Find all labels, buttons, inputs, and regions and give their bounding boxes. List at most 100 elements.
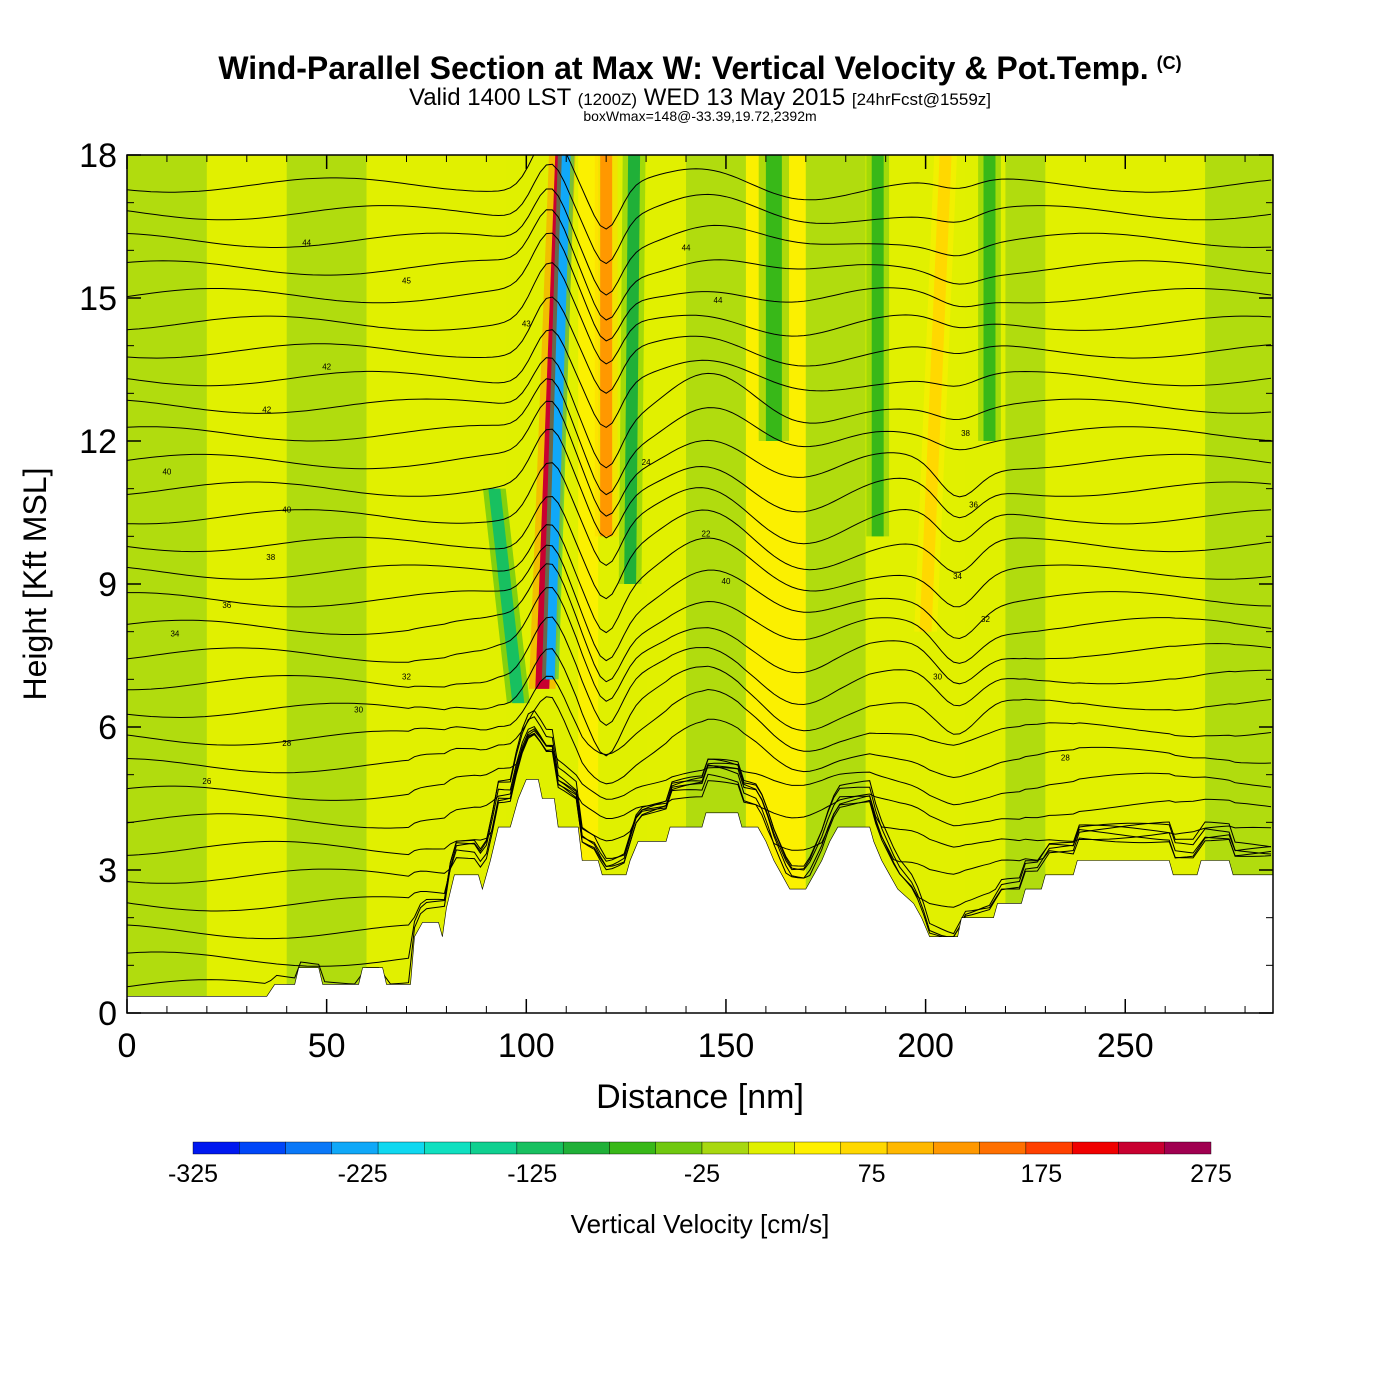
theta-contour-line: [127, 188, 1272, 296]
x-tick-label: 0: [118, 1027, 137, 1065]
contour-label: 30: [933, 672, 942, 681]
theta-contour-line: [127, 696, 1272, 785]
theta-contour-line: [127, 155, 1272, 230]
colorbar-swatch: [701, 1141, 749, 1155]
theta-contour-line: [127, 400, 1272, 517]
contour-label: 34: [170, 629, 179, 638]
colorbar-swatch: [424, 1141, 471, 1155]
chart-title: Wind-Parallel Section at Max W: Vertical…: [218, 50, 1182, 86]
theta-contour-line: [127, 163, 1272, 265]
colorbar-swatch: [1025, 1141, 1073, 1155]
colorbar-swatch: [655, 1141, 703, 1155]
colorbar-tick-label: -25: [684, 1160, 720, 1188]
contour-label: 28: [282, 739, 291, 748]
colorbar-label: Vertical Velocity [cm/s]: [571, 1209, 830, 1239]
terrain-mask: [127, 779, 1273, 1013]
field-feature-downdraft: [765, 155, 782, 441]
field-feature-updraft: [600, 155, 613, 537]
contour-label: 42: [322, 363, 331, 372]
y-tick-label: 0: [98, 995, 117, 1033]
contour-label: 38: [961, 429, 970, 438]
field-band: [206, 155, 287, 1013]
colorbar-swatch: [1164, 1141, 1212, 1155]
theta-contour-line: [127, 733, 1272, 912]
contour-label: 44: [714, 296, 723, 305]
contour-label: 38: [266, 553, 275, 562]
field-feature-downdraft: [871, 155, 884, 537]
colorbar: -325 -225 -125 -25 75 175 275 Vertical Velocity…: [168, 1141, 1232, 1239]
theta-contour-line: [127, 524, 1272, 634]
contour-label: 43: [522, 320, 531, 329]
colorbar-swatch: [748, 1141, 795, 1155]
theta-contour-line: [127, 232, 1272, 342]
x-axis-label: Distance [nm]: [596, 1078, 804, 1116]
field-band: [1005, 155, 1046, 1013]
colorbar-swatch: [840, 1141, 888, 1155]
field-feature-downdraft: [488, 488, 525, 704]
colorbar-tick-label: -225: [338, 1160, 388, 1188]
chart-subtitle: Valid 1400 LST (1200Z) WED 13 May 2015 […: [408, 84, 992, 111]
field-feature-downdraft: [983, 155, 996, 441]
y-tick-label: 15: [79, 280, 117, 318]
theta-contour-line: [127, 728, 1272, 829]
theta-contour-line: [127, 716, 1272, 967]
contour-label: 24: [642, 458, 651, 467]
colorbar-tick-label: -125: [507, 1160, 557, 1188]
y-tick-label: 9: [98, 566, 117, 604]
colorbar-swatch: [933, 1141, 980, 1155]
theta-contour-line: [127, 675, 1272, 756]
theta-contour-line: [127, 586, 1272, 702]
colorbar-swatch: [516, 1141, 564, 1155]
colorbar-swatch: [794, 1141, 842, 1155]
colorbar-swatch: [331, 1141, 379, 1155]
theta-contour-line: [127, 462, 1272, 567]
contour-label: 45: [402, 277, 411, 286]
contour-label: 34: [953, 572, 962, 581]
theta-contour-line: [127, 296, 1272, 394]
contour-label: 22: [702, 529, 711, 538]
contour-label: 32: [981, 615, 990, 624]
colorbar-swatch: [377, 1141, 425, 1155]
contour-label: 40: [722, 577, 731, 586]
theta-contour-line: [127, 725, 1272, 940]
colorbar-swatch: [979, 1141, 1027, 1155]
theta-contour-line: [127, 616, 1271, 727]
field-feature-updraft: [919, 155, 952, 632]
y-tick-label: 3: [98, 852, 117, 890]
colorbar-swatch: [562, 1141, 610, 1155]
x-tick-label: 100: [498, 1027, 555, 1065]
contour-label: 44: [302, 239, 311, 248]
field-band: [286, 155, 367, 1013]
contour-label: 36: [222, 601, 231, 610]
contour-label: 30: [354, 706, 363, 715]
colorbar-swatch: [1118, 1141, 1165, 1155]
contour-label: 44: [682, 243, 691, 252]
x-tick-label: 50: [308, 1027, 346, 1065]
contour-label: 26: [202, 777, 211, 786]
theta-contour-line: [127, 730, 1272, 856]
theta-contour-line: [127, 428, 1272, 539]
theta-contour-line: [127, 648, 1272, 757]
colorbar-swatch: [470, 1141, 518, 1155]
theta-contour-line: [127, 329, 1272, 428]
contour-label: 36: [969, 501, 978, 510]
colorbar-swatch: [239, 1141, 286, 1155]
theta-contour-line: [127, 563, 1272, 683]
copyright-mark: (C): [1156, 53, 1182, 73]
colorbar-swatch: [1071, 1141, 1119, 1155]
y-axis-label: Height [Kft MSL]: [17, 468, 53, 701]
y-tick-label: 12: [79, 423, 117, 461]
theta-contour-line: [127, 495, 1272, 600]
theta-contours: 44 45 44 44 43 42 42 40 40 38 36 34 32 30 28 26 24 22 40 38…: [127, 155, 1272, 988]
y-tick-label: 6: [98, 709, 117, 747]
field-feature-downdraft: [545, 155, 571, 680]
contour-label: 40: [162, 467, 171, 476]
colorbar-tick-label: 175: [1020, 1160, 1062, 1188]
y-tick-label: 18: [79, 137, 117, 175]
theta-contour-line: [127, 733, 1272, 884]
x-tick-label: 200: [897, 1027, 954, 1065]
theta-contour-line: [127, 378, 1272, 496]
field-band: [578, 155, 599, 1013]
